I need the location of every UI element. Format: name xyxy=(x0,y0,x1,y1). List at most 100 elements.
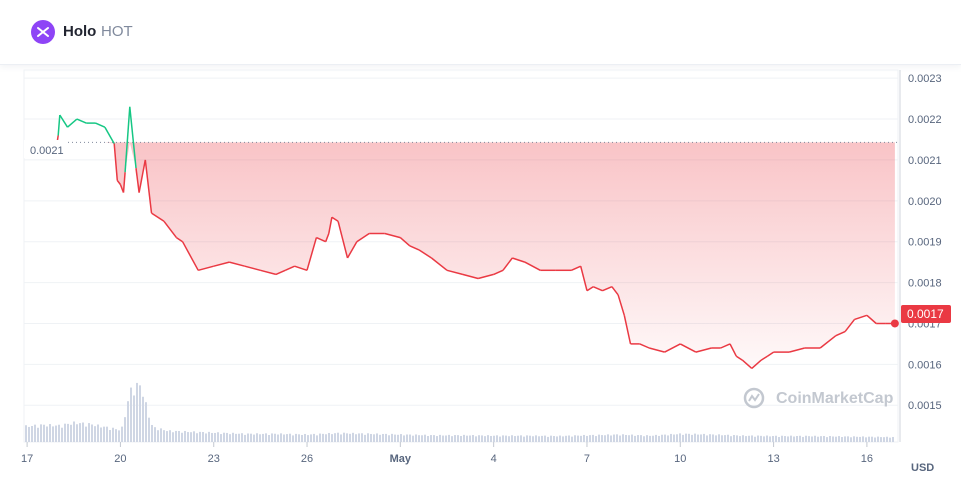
volume-bar xyxy=(649,435,651,442)
volume-bar xyxy=(283,434,285,442)
volume-bar xyxy=(406,434,408,442)
volume-bar xyxy=(496,435,498,442)
volume-bar xyxy=(847,436,849,442)
holo-logo-icon xyxy=(31,20,55,44)
volume-bar xyxy=(82,422,84,442)
volume-bar xyxy=(490,435,492,442)
volume-bar xyxy=(802,436,804,442)
volume-bar xyxy=(64,423,66,442)
volume-bar xyxy=(562,436,564,442)
volume-bar xyxy=(523,436,525,442)
volume-bar xyxy=(346,433,348,442)
volume-bar xyxy=(67,423,69,442)
price-line-segment xyxy=(151,212,165,222)
volume-bar xyxy=(706,435,708,442)
volume-bar xyxy=(304,433,306,442)
volume-bar xyxy=(232,432,234,442)
price-area-fill xyxy=(27,142,895,369)
volume-bar xyxy=(853,436,855,442)
current-price-dot xyxy=(890,319,899,328)
price-line-segment xyxy=(664,343,681,353)
volume-bar xyxy=(70,424,72,442)
volume-bar xyxy=(745,436,747,442)
volume-bar xyxy=(217,432,219,442)
volume-bar xyxy=(373,434,375,442)
price-line-segment xyxy=(116,179,121,185)
y-tick-label: 0.0016 xyxy=(908,359,942,371)
volume-bar xyxy=(457,435,459,442)
price-line-segment xyxy=(356,232,370,243)
volume-bar xyxy=(160,428,162,442)
volume-bar xyxy=(259,434,261,442)
volume-bar xyxy=(754,436,756,442)
volume-bar xyxy=(493,435,495,442)
volume-bar xyxy=(91,424,93,442)
volume-bar xyxy=(58,424,60,442)
volume-bar xyxy=(487,435,489,442)
volume-bar xyxy=(685,433,687,442)
volume-bar xyxy=(517,435,519,442)
x-tick-label: 13 xyxy=(767,453,779,465)
volume-bar xyxy=(286,434,288,442)
volume-bar xyxy=(721,435,723,442)
reference-label: 0.0021 xyxy=(30,145,64,157)
volume-bar xyxy=(349,433,351,442)
volume-bar xyxy=(460,435,462,442)
coin-name: Holo xyxy=(63,23,97,40)
volume-bar xyxy=(631,434,633,442)
volume-bar xyxy=(31,426,33,442)
volume-bar xyxy=(718,434,720,442)
volume-bar xyxy=(655,434,657,442)
volume-bar xyxy=(184,430,186,442)
volume-bar xyxy=(427,435,429,442)
volume-bar xyxy=(532,436,534,442)
volume-bar xyxy=(421,435,423,442)
volume-bar xyxy=(463,434,465,442)
volume-bar xyxy=(157,430,159,442)
volume-bar xyxy=(103,426,105,442)
volume-bar xyxy=(34,424,36,442)
volume-bar xyxy=(376,433,378,442)
volume-bar xyxy=(505,435,507,442)
volume-bar xyxy=(73,421,75,442)
volume-bar xyxy=(115,429,117,442)
price-line-segment xyxy=(592,286,603,292)
price-line-segment xyxy=(571,265,582,271)
price-line-segment xyxy=(512,257,526,263)
volume-bar xyxy=(598,434,600,442)
volume-bar xyxy=(772,436,774,442)
volume-bar xyxy=(181,432,183,442)
price-line-segment xyxy=(729,343,737,357)
price-line-segment xyxy=(181,241,199,271)
x-axis: 17 20 23 26 May 4 7 10 13 16 xyxy=(21,442,873,465)
volume-bar xyxy=(559,435,561,442)
volume-bar xyxy=(469,435,471,442)
volume-bar xyxy=(835,436,837,442)
price-line-segment xyxy=(418,249,432,259)
price-line-segment xyxy=(331,216,339,222)
volume-bar xyxy=(454,435,456,442)
volume-bar xyxy=(148,417,150,442)
volume-bar xyxy=(643,436,645,442)
volume-bar xyxy=(247,433,249,442)
price-line-segment xyxy=(124,106,131,173)
volume-bar xyxy=(766,435,768,442)
volume-bar xyxy=(250,433,252,442)
volume-bar xyxy=(715,435,717,442)
price-line-segment xyxy=(384,232,401,239)
price-line-segment xyxy=(163,220,177,239)
volume-bar xyxy=(88,423,90,442)
volume-bar xyxy=(37,427,39,442)
price-line-segment xyxy=(57,114,61,136)
volume-bar xyxy=(226,432,228,442)
volume-bar xyxy=(607,434,609,442)
volume-bar xyxy=(526,435,528,442)
volume-bar xyxy=(679,433,681,442)
volume-bar xyxy=(580,435,582,442)
volume-bar xyxy=(796,436,798,442)
volume-bar xyxy=(418,435,420,442)
price-line-segment xyxy=(639,343,650,349)
price-line-segment xyxy=(346,241,358,259)
volume-bar xyxy=(841,437,843,442)
